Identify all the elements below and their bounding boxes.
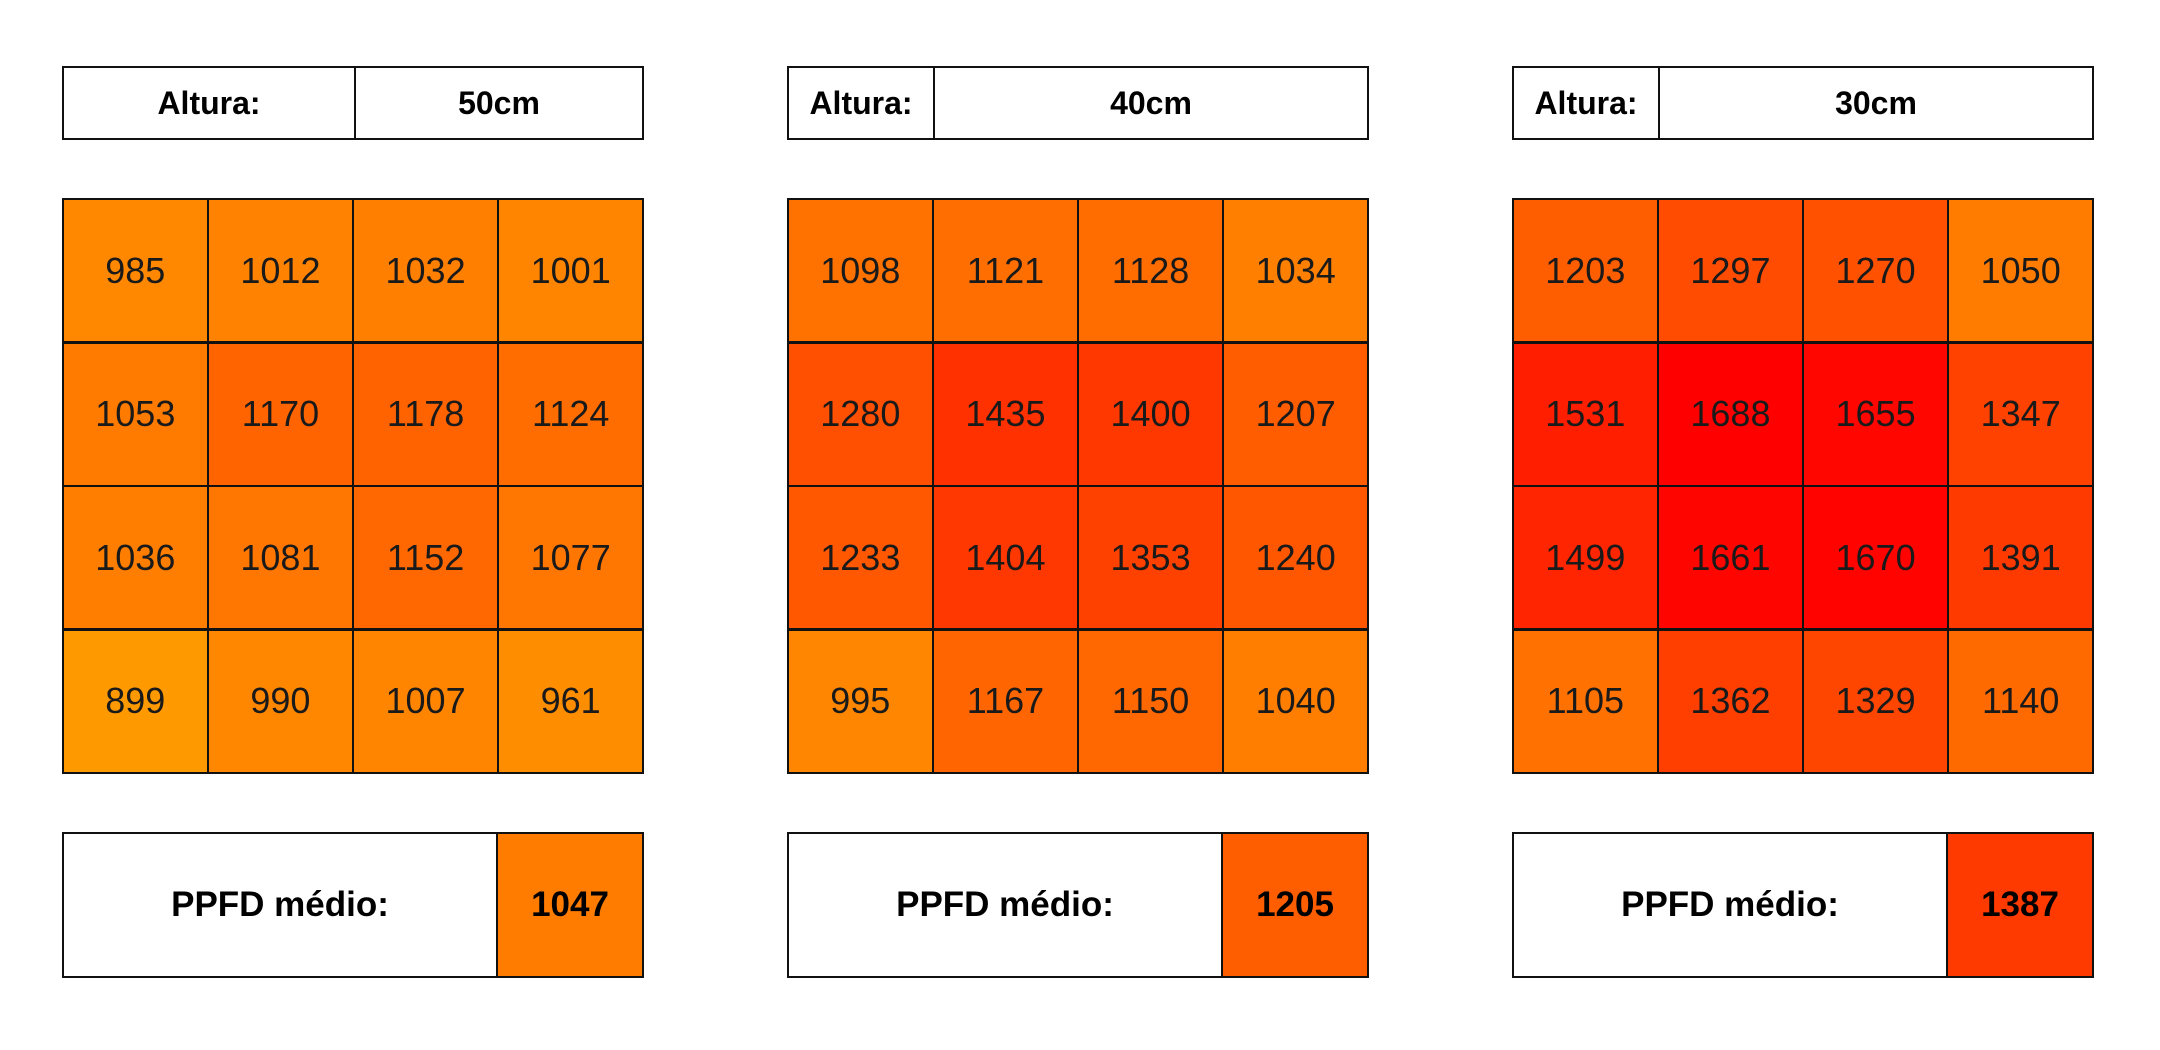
heatmap-cell: 1121 — [934, 200, 1077, 342]
heatmap-cell: 1347 — [1949, 343, 2092, 485]
ppfd-heatmap-grid: 1098 1121 1128 1034 1280 1435 1400 1207 1233 1404… — [787, 198, 1369, 774]
height-value: 30cm — [1658, 68, 2092, 138]
heatmap-cell: 1688 — [1659, 343, 1802, 485]
panel-50cm: Altura: 50cm 985 1012 1032 1001 1053 1170 1178… — [62, 66, 644, 978]
heatmap-cell: 1124 — [499, 343, 642, 485]
heatmap-cell: 1001 — [499, 200, 642, 342]
average-value: 1387 — [1946, 834, 2092, 976]
panel-40cm: Altura: 40cm 1098 1121 1128 1034 1280 1435 140… — [787, 66, 1369, 978]
heatmap-cell: 1531 — [1514, 343, 1657, 485]
heatmap-cell: 1077 — [499, 487, 642, 629]
heatmap-cell: 899 — [64, 630, 207, 772]
heatmap-cell: 1270 — [1804, 200, 1947, 342]
ppfd-heatmap-grid: 985 1012 1032 1001 1053 1170 1178 1124 1036 1081 1… — [62, 198, 644, 774]
heatmap-cell: 1499 — [1514, 487, 1657, 629]
heatmap-cell: 1007 — [354, 630, 497, 772]
heatmap-cell: 1203 — [1514, 200, 1657, 342]
heatmap-cell: 1178 — [354, 343, 497, 485]
average-label: PPFD médio: — [1621, 885, 1839, 924]
average-label: PPFD médio: — [896, 885, 1114, 924]
heatmap-cell: 985 — [64, 200, 207, 342]
average-value: 1047 — [496, 834, 642, 976]
heatmap-cell: 1053 — [64, 343, 207, 485]
heatmap-cell: 990 — [209, 630, 352, 772]
heatmap-cell: 1081 — [209, 487, 352, 629]
heatmap-cell: 1280 — [789, 343, 932, 485]
heatmap-cell: 1435 — [934, 343, 1077, 485]
heatmap-cell: 1034 — [1224, 200, 1367, 342]
heatmap-cell: 1036 — [64, 487, 207, 629]
heatmap-cell: 1655 — [1804, 343, 1947, 485]
heatmap-cell: 1098 — [789, 200, 932, 342]
heatmap-cell: 1040 — [1224, 630, 1367, 772]
ppfd-heatmap-grid: 1203 1297 1270 1050 1531 1688 1655 1347 1499 1661… — [1512, 198, 2094, 774]
height-value: 40cm — [933, 68, 1367, 138]
heatmap-cell: 1353 — [1079, 487, 1222, 629]
panel-30cm: Altura: 30cm 1203 1297 1270 1050 1531 1688 165… — [1512, 66, 2094, 978]
heatmap-cell: 1128 — [1079, 200, 1222, 342]
height-label: Altura: — [1534, 84, 1638, 121]
average-box: PPFD médio: 1387 — [1512, 832, 2094, 978]
average-value: 1205 — [1221, 834, 1367, 976]
average-box: PPFD médio: 1205 — [787, 832, 1369, 978]
heatmap-cell: 1404 — [934, 487, 1077, 629]
heatmap-cell: 1233 — [789, 487, 932, 629]
heatmap-cell: 1032 — [354, 200, 497, 342]
height-value: 50cm — [354, 68, 642, 138]
heatmap-cell: 1105 — [1514, 630, 1657, 772]
height-header: Altura: 50cm — [62, 66, 644, 140]
heatmap-cell: 1167 — [934, 630, 1077, 772]
heatmap-cell: 1661 — [1659, 487, 1802, 629]
heatmap-cell: 961 — [499, 630, 642, 772]
heatmap-cell: 1207 — [1224, 343, 1367, 485]
heatmap-cell: 1140 — [1949, 630, 2092, 772]
heatmap-cell: 1170 — [209, 343, 352, 485]
heatmap-cell: 1150 — [1079, 630, 1222, 772]
average-label: PPFD médio: — [171, 885, 389, 924]
heatmap-cell: 1050 — [1949, 200, 2092, 342]
height-header: Altura: 30cm — [1512, 66, 2094, 140]
heatmap-cell: 1240 — [1224, 487, 1367, 629]
height-label: Altura: — [157, 84, 261, 121]
heatmap-cell: 1391 — [1949, 487, 2092, 629]
heatmap-cell: 1297 — [1659, 200, 1802, 342]
heatmap-cell: 1670 — [1804, 487, 1947, 629]
average-box: PPFD médio: 1047 — [62, 832, 644, 978]
heatmap-cell: 995 — [789, 630, 932, 772]
heatmap-cell: 1012 — [209, 200, 352, 342]
heatmap-cell: 1362 — [1659, 630, 1802, 772]
heatmap-cell: 1329 — [1804, 630, 1947, 772]
heatmap-cell: 1152 — [354, 487, 497, 629]
height-label: Altura: — [809, 84, 913, 121]
height-header: Altura: 40cm — [787, 66, 1369, 140]
heatmap-cell: 1400 — [1079, 343, 1222, 485]
